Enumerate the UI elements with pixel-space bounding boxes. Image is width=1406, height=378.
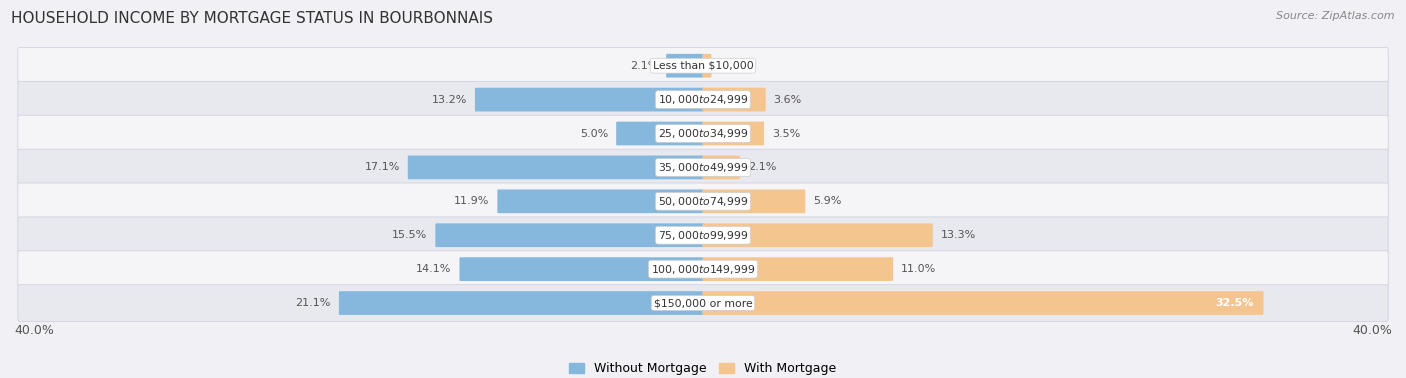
FancyBboxPatch shape — [703, 223, 932, 247]
FancyBboxPatch shape — [703, 189, 806, 213]
FancyBboxPatch shape — [666, 54, 703, 77]
Text: 2.1%: 2.1% — [748, 163, 776, 172]
FancyBboxPatch shape — [498, 189, 703, 213]
Text: 3.5%: 3.5% — [772, 129, 800, 138]
Text: 32.5%: 32.5% — [1216, 298, 1254, 308]
Text: 17.1%: 17.1% — [364, 163, 399, 172]
Text: $25,000 to $34,999: $25,000 to $34,999 — [658, 127, 748, 140]
FancyBboxPatch shape — [703, 291, 1264, 315]
FancyBboxPatch shape — [703, 257, 893, 281]
FancyBboxPatch shape — [18, 115, 1388, 152]
Text: $35,000 to $49,999: $35,000 to $49,999 — [658, 161, 748, 174]
FancyBboxPatch shape — [475, 88, 703, 112]
FancyBboxPatch shape — [18, 149, 1388, 186]
FancyBboxPatch shape — [703, 54, 711, 77]
FancyBboxPatch shape — [18, 251, 1388, 287]
Text: $50,000 to $74,999: $50,000 to $74,999 — [658, 195, 748, 208]
FancyBboxPatch shape — [703, 122, 763, 146]
FancyBboxPatch shape — [18, 217, 1388, 254]
FancyBboxPatch shape — [460, 257, 703, 281]
Text: $10,000 to $24,999: $10,000 to $24,999 — [658, 93, 748, 106]
FancyBboxPatch shape — [18, 285, 1388, 321]
FancyBboxPatch shape — [703, 88, 766, 112]
Text: 3.6%: 3.6% — [773, 94, 801, 105]
Text: $100,000 to $149,999: $100,000 to $149,999 — [651, 263, 755, 276]
Text: $75,000 to $99,999: $75,000 to $99,999 — [658, 229, 748, 242]
Text: 5.9%: 5.9% — [813, 196, 842, 206]
Text: 2.1%: 2.1% — [630, 61, 658, 71]
FancyBboxPatch shape — [436, 223, 703, 247]
FancyBboxPatch shape — [339, 291, 703, 315]
Text: 40.0%: 40.0% — [1353, 324, 1392, 337]
FancyBboxPatch shape — [18, 183, 1388, 220]
Text: 40.0%: 40.0% — [14, 324, 53, 337]
Text: 13.2%: 13.2% — [432, 94, 467, 105]
Text: 15.5%: 15.5% — [392, 230, 427, 240]
FancyBboxPatch shape — [616, 122, 703, 146]
FancyBboxPatch shape — [408, 156, 703, 179]
Text: 11.9%: 11.9% — [454, 196, 489, 206]
Text: 14.1%: 14.1% — [416, 264, 451, 274]
FancyBboxPatch shape — [703, 156, 740, 179]
Text: 11.0%: 11.0% — [901, 264, 936, 274]
Text: Source: ZipAtlas.com: Source: ZipAtlas.com — [1277, 11, 1395, 21]
Text: Less than $10,000: Less than $10,000 — [652, 61, 754, 71]
Text: HOUSEHOLD INCOME BY MORTGAGE STATUS IN BOURBONNAIS: HOUSEHOLD INCOME BY MORTGAGE STATUS IN B… — [11, 11, 494, 26]
Text: 13.3%: 13.3% — [941, 230, 976, 240]
Text: 0.45%: 0.45% — [720, 61, 755, 71]
Text: 21.1%: 21.1% — [295, 298, 330, 308]
Text: 5.0%: 5.0% — [581, 129, 609, 138]
Text: $150,000 or more: $150,000 or more — [654, 298, 752, 308]
FancyBboxPatch shape — [18, 81, 1388, 118]
FancyBboxPatch shape — [18, 47, 1388, 84]
Legend: Without Mortgage, With Mortgage: Without Mortgage, With Mortgage — [564, 357, 842, 378]
